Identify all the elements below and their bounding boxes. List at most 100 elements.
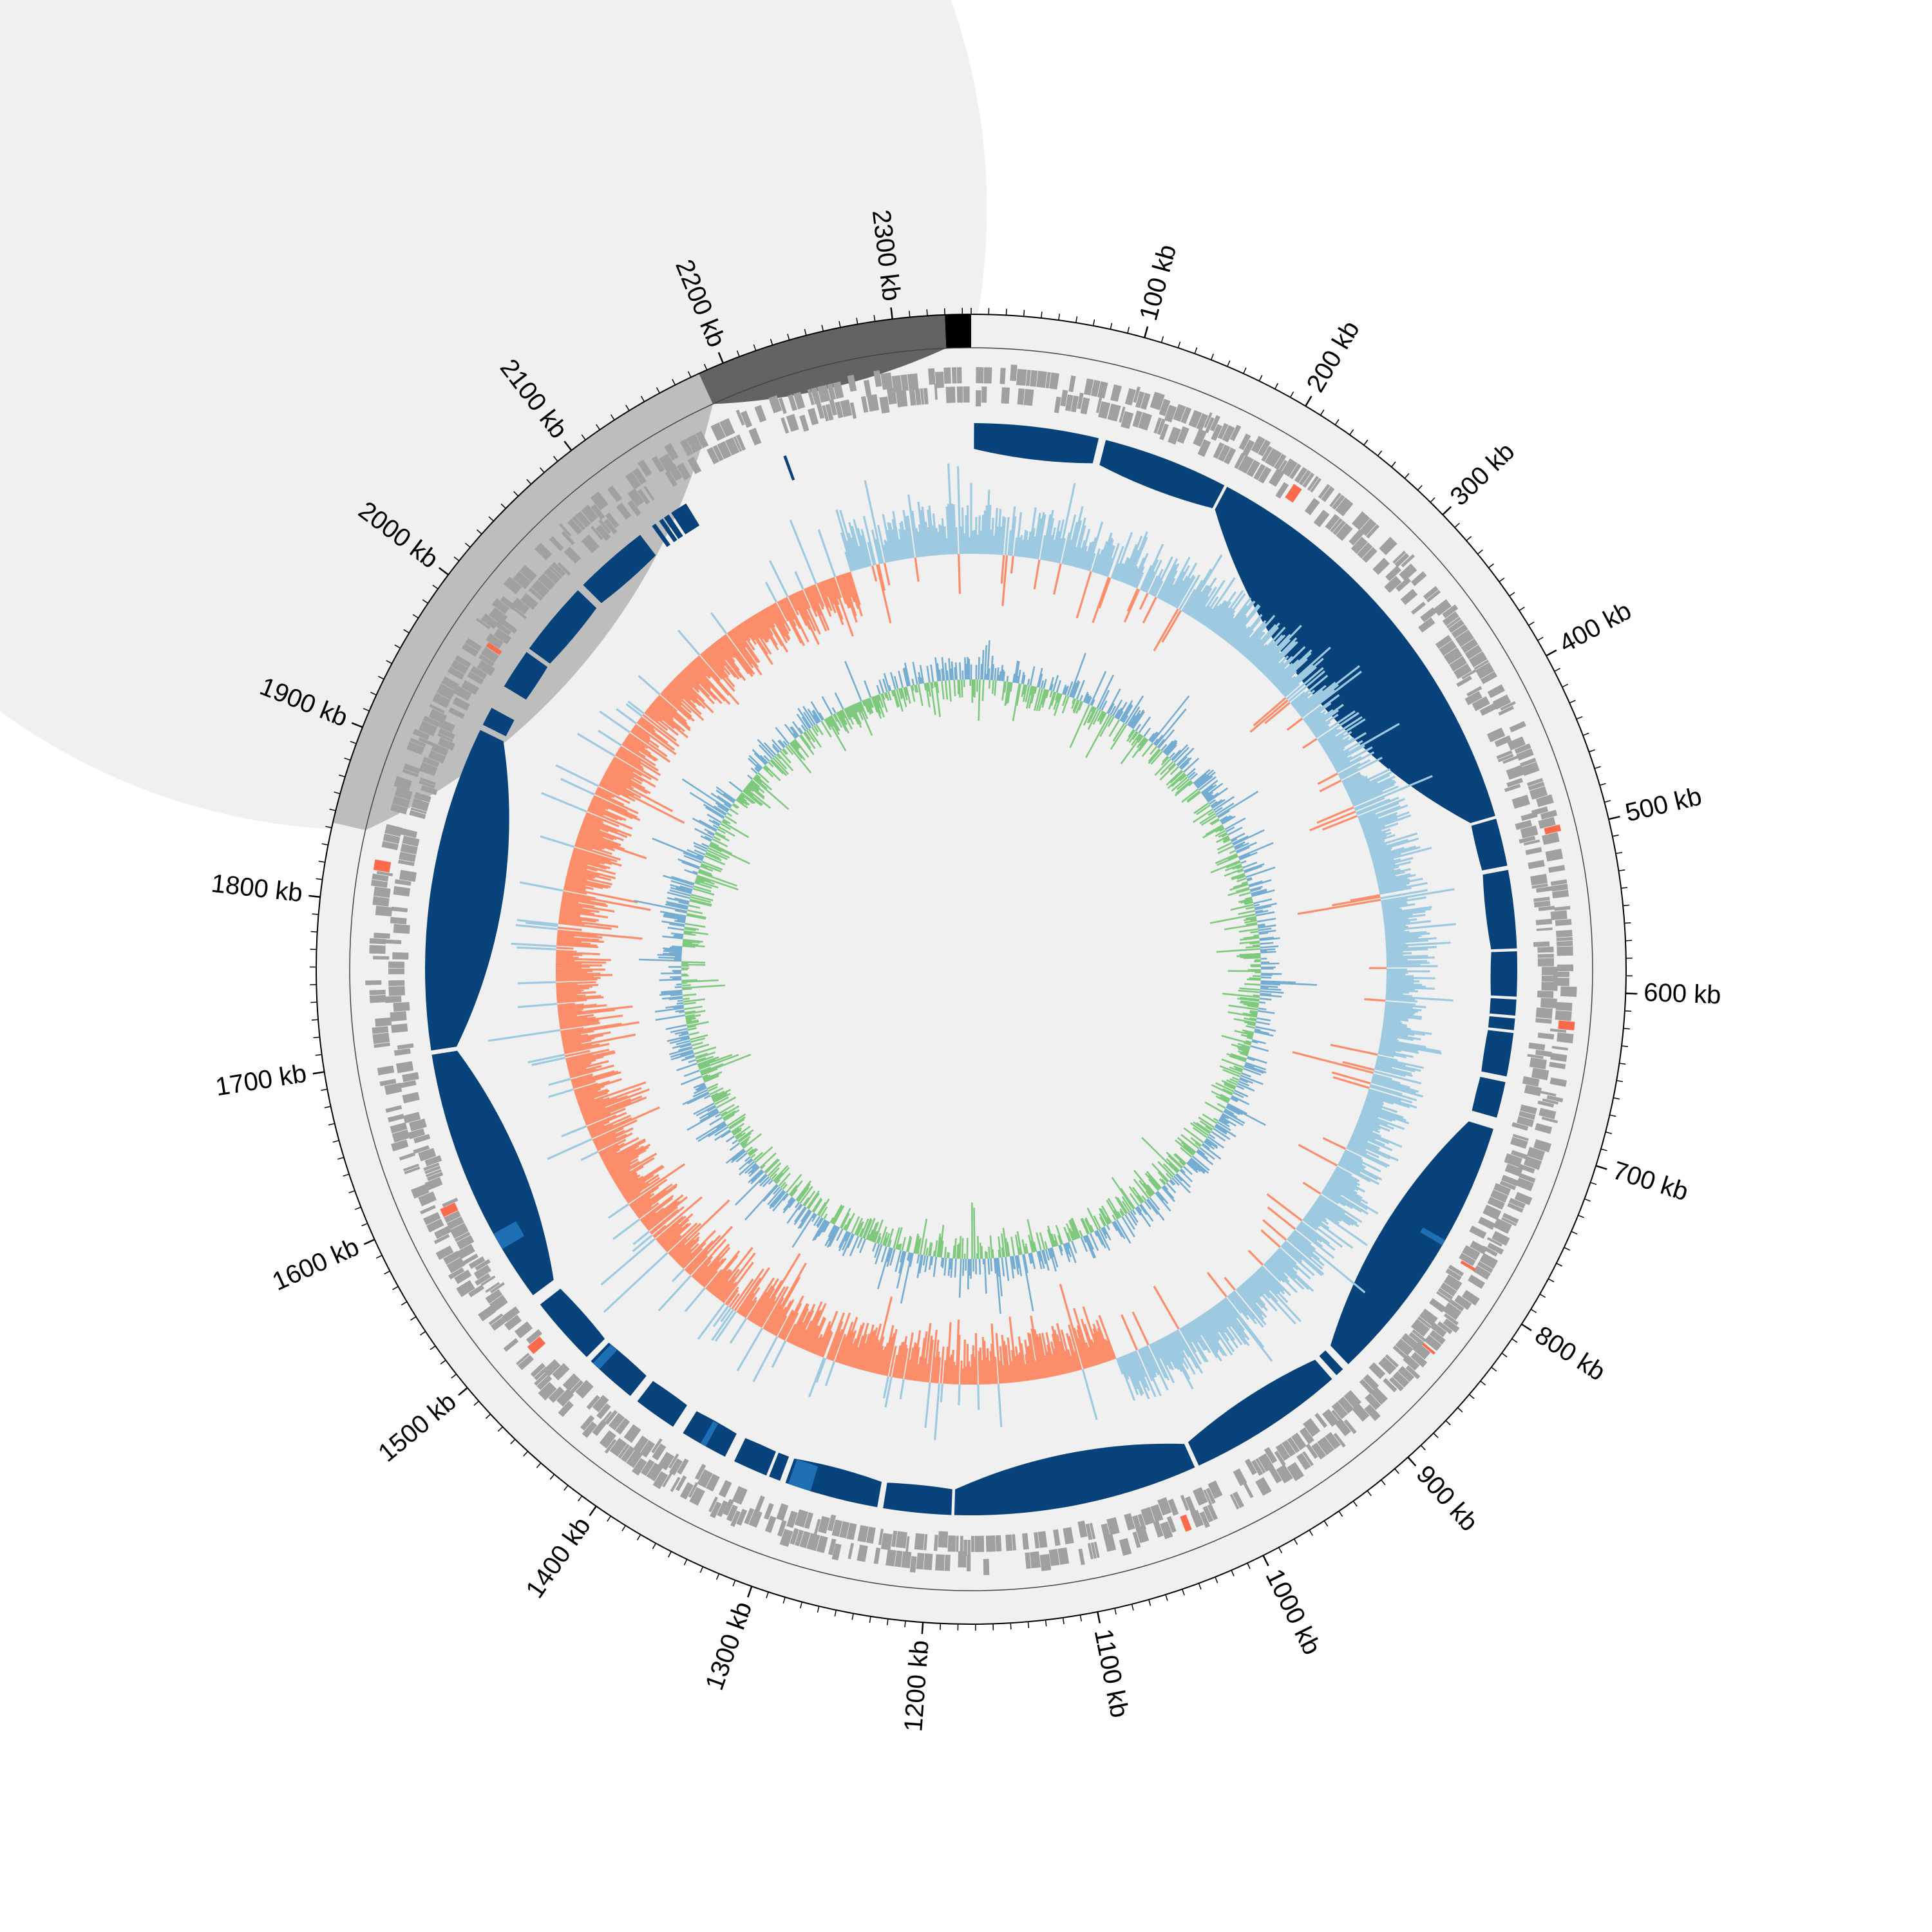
gene-feature [441,676,459,691]
major-tick [747,1586,753,1598]
gene-feature [442,1197,459,1208]
minor-tick [1041,311,1043,318]
gene-feature [1544,824,1562,835]
minor-tick [485,1414,491,1419]
minor-tick [1349,429,1354,435]
gene-feature [1440,1282,1457,1297]
minor-tick [1511,1338,1518,1343]
gene-feature [848,1542,854,1560]
gene-feature [623,1424,641,1443]
gene-feature [369,938,386,945]
minor-tick [1367,1490,1372,1497]
gene-feature [1285,484,1302,503]
gene-feature [1533,900,1551,908]
gene-feature [1294,467,1308,484]
gene-feature [408,1128,426,1140]
minor-tick [1377,450,1383,457]
gene-feature [421,784,438,795]
gene-feature [1135,391,1145,408]
gene-feature [558,523,572,537]
gene-feature [1282,1439,1296,1457]
gene-feature [1107,403,1121,422]
minor-tick [465,542,471,548]
blast-hit-block-28 [652,523,670,547]
minor-tick [640,395,645,402]
gene-feature [1494,735,1512,748]
gene-feature [1036,370,1047,388]
gene-feature [436,683,455,700]
gene-feature [1501,1217,1517,1227]
gc-content-high [634,640,1317,1314]
gene-feature [1193,428,1207,447]
gene-feature [426,1218,444,1233]
minor-tick [310,1001,317,1003]
minor-tick [1537,636,1544,641]
gene-feature [447,667,465,680]
gene-feature [561,531,575,545]
minor-tick [1165,1594,1168,1601]
gene-feature [664,442,679,461]
gene-feature [1555,919,1572,926]
gene-feature [399,1080,417,1088]
gene-feature [1217,422,1229,440]
minor-tick [375,1255,383,1259]
gene-feature [1077,392,1084,410]
gene-feature [1313,509,1330,527]
blast-hit-light-1 [700,1421,719,1447]
blast-hit-block-27 [583,535,656,603]
gene-feature [847,374,857,392]
minor-tick [886,1618,889,1625]
gene-feature [1274,453,1287,470]
gene-feature [391,906,408,913]
gene-feature [633,1435,649,1454]
minor-tick [766,1591,769,1598]
gene-feature [1506,764,1525,780]
gene-feature [1546,1095,1564,1103]
minor-tick [401,1301,408,1306]
gene-feature [880,1533,893,1551]
minor-tick [1615,851,1622,855]
gene-feature [590,491,609,511]
minor-tick [1394,1468,1399,1474]
gene-feature-track [365,365,1577,1575]
gene-feature [754,404,767,423]
gene-feature [776,1503,789,1521]
gene-feature [1473,659,1489,670]
gene-feature [1519,836,1536,844]
gene-feature [456,1280,475,1298]
gene-feature [1555,1010,1572,1021]
gene-feature [627,500,641,516]
gene-feature [1545,848,1564,862]
gene-feature [446,1257,466,1273]
minor-tick [1338,1511,1343,1517]
gene-feature [1089,1522,1096,1540]
gene-feature [640,1459,655,1476]
gene-feature [440,1202,459,1217]
gene-feature [391,1023,408,1034]
gene-feature [1274,1450,1286,1466]
gene-feature [646,1463,663,1482]
gene-feature [388,968,405,974]
gene-feature [592,1395,609,1413]
gene-feature [1302,1451,1314,1466]
gene-feature [1531,1068,1549,1081]
gene-feature [1555,1001,1573,1011]
gene-feature [1541,975,1558,982]
minor-tick [838,321,841,328]
gene-feature [1275,482,1289,499]
minor-tick [1243,367,1247,374]
minor-tick [736,350,740,357]
minor-tick [1381,1479,1386,1486]
gene-feature [1287,1462,1305,1481]
gene-feature [1030,1551,1041,1569]
gene-feature [951,367,957,384]
gene-feature [1025,370,1031,386]
gene-feature [895,1550,903,1567]
gene-feature [863,379,872,397]
gene-feature [475,1273,491,1286]
tick-label-1700: 1700 kb [214,1059,308,1102]
gene-feature [933,1535,938,1551]
gene-feature [1468,651,1488,668]
gene-feature [1506,777,1524,788]
gene-feature [444,1210,461,1224]
